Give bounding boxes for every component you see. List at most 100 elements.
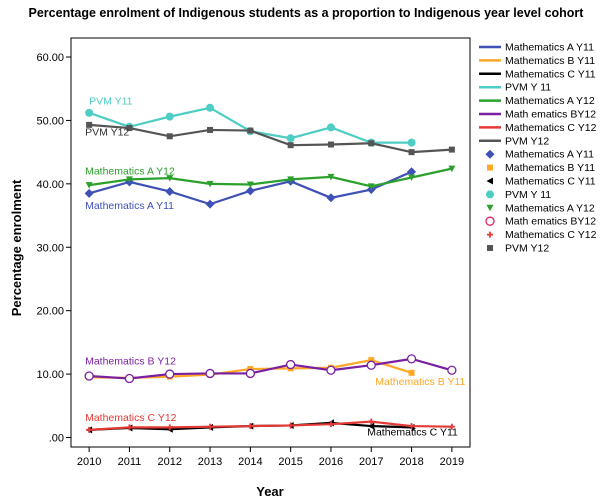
series-line [89, 123, 452, 154]
series-4 [85, 165, 456, 190]
legend-label: Mathematics B Y11 [505, 162, 595, 174]
legend-item: Mathematics A Y11 [485, 149, 594, 161]
legend-item: PVM Y12 [487, 243, 549, 255]
data-point [327, 141, 334, 148]
legend-label: Mathematics C Y12 [505, 229, 597, 241]
series-3 [85, 103, 416, 147]
series-annotation: Mathematics C Y11 [367, 427, 458, 439]
data-point [207, 126, 214, 133]
data-point [366, 360, 376, 370]
legend-marker-swatch [485, 216, 495, 226]
legend-marker-swatch [486, 177, 493, 185]
data-point [165, 112, 174, 121]
data-point [287, 142, 294, 149]
x-tick-label: 2017 [359, 456, 383, 468]
legend-marker-swatch [485, 149, 495, 159]
x-tick-label: 2013 [198, 456, 222, 468]
series-line [89, 357, 453, 380]
series-line [88, 167, 453, 188]
data-point [408, 149, 415, 156]
x-tick-label: 2010 [77, 456, 101, 468]
legend-item: Math ematics BY12 [479, 109, 596, 121]
legend-item: Mathematics A Y12 [486, 202, 595, 214]
data-point [166, 175, 174, 182]
legend-item: Mathematics B Y11 [479, 55, 595, 67]
legend-marker-swatch [486, 190, 494, 199]
legend-marker-swatch [487, 231, 493, 238]
x-tick-label: 2019 [440, 456, 464, 468]
series-6 [86, 418, 455, 433]
data-point [166, 424, 173, 431]
legend-label: PVM Y12 [505, 243, 549, 255]
legend-label: PVM Y 11 [505, 82, 551, 94]
legend-item: Mathematics C Y11 [479, 68, 596, 80]
data-point [205, 199, 215, 209]
legend-label: Mathematics A Y12 [505, 202, 595, 214]
y-tick-label: 50.00 [36, 115, 64, 127]
x-tick-label: 2012 [158, 456, 182, 468]
y-tick-label: 60.00 [36, 52, 64, 64]
data-point [124, 373, 135, 384]
legend-item: Mathematics C Y11 [486, 176, 596, 188]
data-point [447, 365, 457, 375]
y-tick-label: 20.00 [36, 306, 64, 318]
data-point [84, 371, 94, 381]
legend-marker-swatch [487, 164, 493, 171]
legend-label: Mathematics A Y12 [505, 95, 595, 107]
data-point [408, 174, 416, 182]
data-point [408, 369, 415, 376]
legend-label: Mathematics B Y11 [505, 55, 595, 67]
x-tick-label: 2014 [238, 456, 262, 468]
data-point [85, 108, 94, 117]
y-tick-label: .00 [49, 432, 64, 444]
data-point [448, 146, 455, 153]
data-point [245, 368, 255, 379]
data-point [86, 121, 93, 128]
data-point [367, 183, 375, 190]
data-point [165, 186, 175, 196]
data-point [125, 176, 133, 183]
legend-item: PVM Y 11 [479, 82, 551, 94]
series-annotation: PVM Y11 [89, 96, 133, 108]
x-tick-label: 2011 [118, 456, 142, 468]
data-point [286, 359, 296, 370]
data-point [367, 422, 375, 430]
legend-label: Mathematics C Y11 [505, 176, 596, 188]
data-point [287, 176, 295, 183]
legend-item: PVM Y12 [479, 135, 549, 147]
series-5 [84, 354, 457, 384]
data-point [85, 182, 93, 189]
series-line [89, 420, 452, 431]
series-annotation: PVM Y12 [85, 127, 129, 139]
y-tick-label: 10.00 [36, 369, 64, 381]
legend-item: Mathematics A Y12 [479, 95, 595, 107]
x-tick-label: 2016 [319, 456, 343, 468]
data-point [407, 138, 416, 147]
series-annotation: Mathematics B Y12 [85, 356, 176, 368]
data-point [448, 165, 456, 173]
series-7 [86, 121, 455, 156]
data-point [327, 173, 335, 181]
y-axis-label: Percentage enrolment [9, 179, 24, 316]
legend-label: Mathematics A Y11 [505, 42, 594, 54]
legend-item: PVM Y 11 [486, 189, 551, 201]
data-point [406, 354, 417, 364]
data-point [368, 418, 375, 425]
data-point [84, 188, 94, 198]
series-annotation: Mathematics C Y12 [85, 412, 177, 424]
legend-label: Math ematics BY12 [505, 109, 596, 121]
legend-label: Math ematics BY12 [505, 216, 596, 228]
data-point [166, 133, 173, 140]
data-point [286, 134, 295, 143]
legend-item: Mathematics B Y11 [487, 162, 595, 174]
legend-label: PVM Y12 [505, 135, 549, 147]
legend-item: Math ematics BY12 [485, 216, 596, 228]
data-point [165, 369, 175, 379]
legend-label: PVM Y 11 [505, 189, 551, 201]
axes: .00 10.00 20.00 30.00 40.00 50.00 60.00 2010 201… [36, 37, 471, 468]
data-point [246, 181, 254, 188]
data-point [207, 423, 214, 430]
data-point [245, 186, 255, 196]
chart-title: Percentage enrolment of Indigenous stude… [28, 6, 584, 20]
